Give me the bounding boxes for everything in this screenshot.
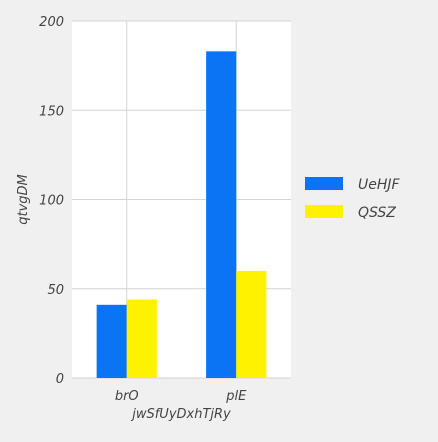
y-axis-label: qtvgDM xyxy=(16,174,31,225)
bar-QSSZ-brO xyxy=(126,299,157,378)
y-tick-label: 0 xyxy=(56,372,64,387)
y-tick-label: 150 xyxy=(39,104,64,119)
legend-swatch-QSSZ xyxy=(305,205,343,218)
legend-label-UeHJF: UeHJF xyxy=(358,177,401,193)
y-tick-label: 50 xyxy=(47,283,64,298)
bar-UeHJF-plE xyxy=(206,51,237,378)
y-tick-label: 200 xyxy=(39,15,64,30)
bars xyxy=(96,51,267,378)
bar-UeHJF-brO xyxy=(96,304,127,378)
x-tick-label: brO xyxy=(115,389,139,404)
legend-swatch-UeHJF xyxy=(305,177,343,190)
y-tick-label: 100 xyxy=(39,194,64,209)
legend: UeHJF QSSZ xyxy=(305,177,401,221)
legend-label-QSSZ: QSSZ xyxy=(358,205,396,221)
x-tick-label: plE xyxy=(225,389,247,404)
y-axis-ticks: 0 50 100 150 200 xyxy=(39,15,64,387)
x-axis-label: jwSfUyDxhTjRy xyxy=(130,407,231,422)
bar-QSSZ-plE xyxy=(236,270,267,378)
x-axis-ticks: brO plE xyxy=(115,389,247,404)
